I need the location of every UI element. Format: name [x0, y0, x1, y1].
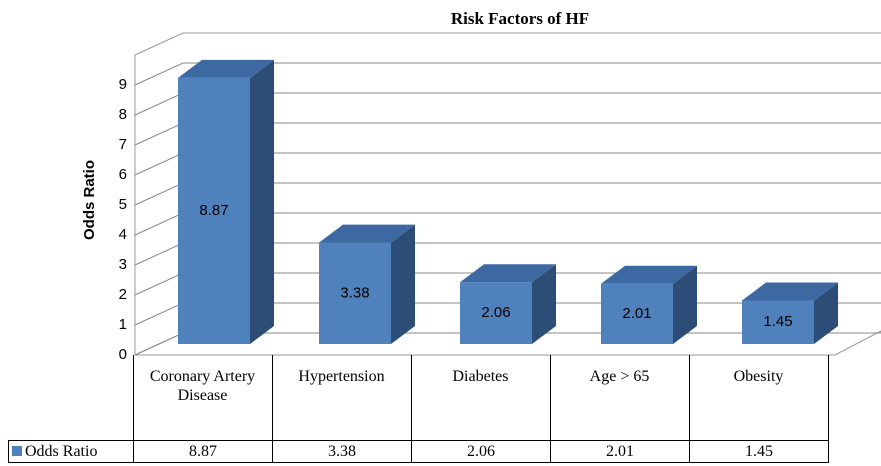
- y-tick-label: 2: [119, 286, 127, 303]
- y-axis-label: Odds Ratio: [81, 160, 98, 240]
- legend-cell: Odds Ratio: [8, 440, 134, 463]
- bar-side: [250, 59, 274, 345]
- bar: [601, 283, 673, 344]
- y-tick-label: 0: [119, 346, 127, 363]
- bar: [742, 300, 814, 344]
- bar-top: [742, 282, 838, 301]
- table-value: 2.06: [411, 440, 551, 463]
- table-frame: [133, 355, 829, 440]
- x-tick-label: Age > 65: [589, 368, 650, 385]
- y-tick-label: 9: [119, 76, 127, 93]
- table-value: 2.01: [550, 440, 690, 463]
- y-tick-label: 4: [119, 226, 127, 243]
- table-value: 8.87: [133, 440, 273, 463]
- bar: [460, 282, 532, 344]
- data-label: 3.38: [340, 284, 369, 301]
- bar-top: [601, 265, 697, 284]
- bar-side: [814, 282, 838, 344]
- grid-line: [134, 62, 881, 86]
- x-tick-label: Obesity: [733, 368, 784, 385]
- table-value: 3.38: [272, 440, 412, 463]
- y-tick-label: 7: [119, 136, 127, 153]
- bar-side: [391, 224, 415, 344]
- bar-side: [532, 264, 556, 344]
- bar: [178, 77, 250, 345]
- table-divider: [689, 355, 690, 440]
- bar-top: [178, 59, 274, 78]
- bar: [319, 242, 391, 344]
- table-divider: [550, 355, 551, 440]
- x-tick-label: Hypertension: [298, 368, 385, 385]
- data-label: 1.45: [763, 313, 792, 330]
- data-label: 2.06: [481, 304, 510, 321]
- y-tick-label: 1: [119, 316, 127, 333]
- data-label: 2.01: [622, 305, 651, 322]
- y-tick-label: 3: [119, 256, 127, 273]
- y-tick-label: 8: [119, 106, 127, 123]
- y-tick-label: 5: [119, 196, 127, 213]
- table-divider: [411, 355, 412, 440]
- bar-side: [673, 265, 697, 344]
- x-tick-label: Coronary Artery Disease: [149, 368, 256, 404]
- y-tick-label: 6: [119, 166, 127, 183]
- x-tick-label: Diabetes: [452, 368, 509, 385]
- table-divider: [272, 355, 273, 440]
- table-value: 1.45: [689, 440, 829, 463]
- bar-top: [319, 224, 415, 243]
- bar-top: [460, 264, 556, 283]
- data-label: 8.87: [199, 202, 228, 219]
- chart-title: Risk Factors of HF: [451, 9, 589, 28]
